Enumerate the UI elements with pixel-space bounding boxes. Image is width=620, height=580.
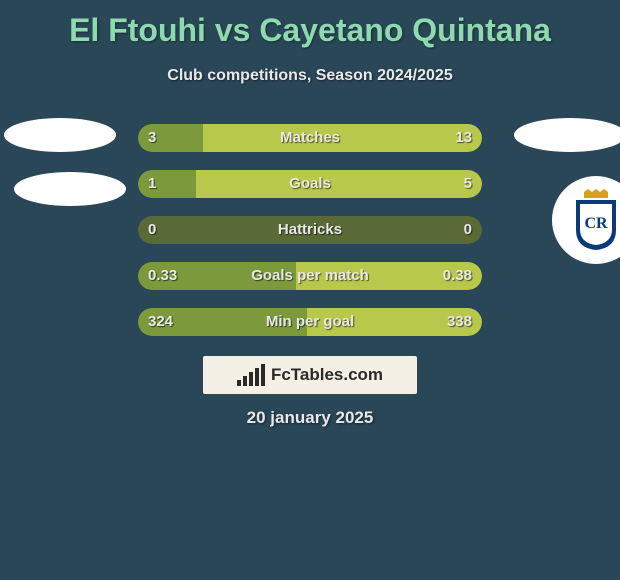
stat-label: Hattricks: [138, 216, 482, 244]
fctables-bars-icon: [237, 364, 265, 386]
avatar-left-2: [14, 172, 126, 206]
stat-label: Goals per match: [138, 262, 482, 290]
stat-row: 0.330.38Goals per match: [138, 262, 482, 290]
logo-bar: [255, 368, 259, 386]
fctables-logo: FcTables.com: [203, 356, 417, 394]
stat-label: Goals: [138, 170, 482, 198]
stat-row: 15Goals: [138, 170, 482, 198]
stat-row: 324338Min per goal: [138, 308, 482, 336]
club-badge-icon: CR: [568, 188, 620, 252]
avatar-right-1: [514, 118, 620, 152]
avatar-left-1: [4, 118, 116, 152]
logo-bar: [237, 380, 241, 386]
stat-row: 00Hattricks: [138, 216, 482, 244]
page-title: El Ftouhi vs Cayetano Quintana: [0, 0, 620, 49]
subtitle: Club competitions, Season 2024/2025: [0, 67, 620, 85]
club-badge: CR: [552, 176, 620, 264]
logo-bar: [261, 364, 265, 386]
date-label: 20 january 2025: [0, 408, 620, 428]
fctables-text: FcTables.com: [271, 365, 383, 385]
logo-bar: [249, 372, 253, 386]
logo-bar: [243, 376, 247, 386]
stat-rows: 313Matches 15Goals 00Hattricks 0.330.38Goal…: [138, 124, 482, 354]
stat-row: 313Matches: [138, 124, 482, 152]
club-badge-letters: CR: [584, 215, 608, 232]
stat-label: Matches: [138, 124, 482, 152]
stat-label: Min per goal: [138, 308, 482, 336]
